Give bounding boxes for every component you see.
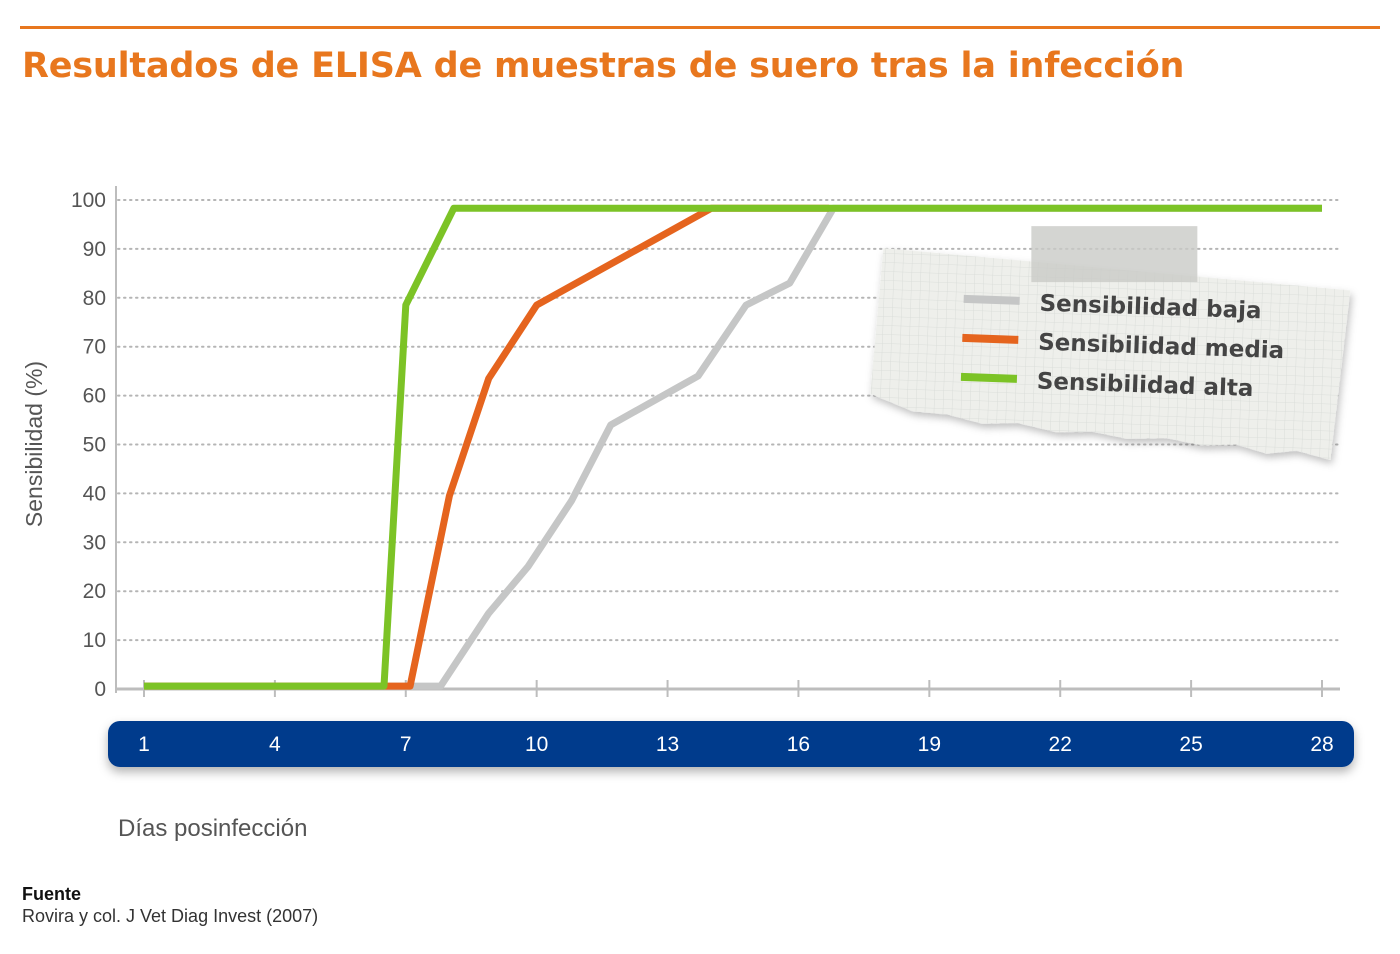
source-citation: Rovira y col. J Vet Diag Invest (2007) <box>22 906 319 926</box>
x-axis-band <box>108 721 1354 767</box>
y-tick-label: 60 <box>83 385 106 408</box>
y-tick-label: 10 <box>83 629 106 652</box>
x-tick-label: 7 <box>400 733 412 756</box>
y-tick-label: 20 <box>83 580 106 603</box>
legend-swatch-3 <box>960 372 1018 383</box>
line-chart: 0 10 20 30 40 50 60 70 80 90 100 1 4 7 10 13 16 19 22 25 28 D… <box>21 186 1354 842</box>
series-lines <box>144 204 1322 690</box>
y-tick-label: 30 <box>83 531 106 554</box>
y-tick-label: 100 <box>71 189 106 212</box>
y-tick-label: 80 <box>83 287 106 310</box>
x-tick-label: 16 <box>787 733 810 756</box>
x-tick-label: 22 <box>1049 733 1072 756</box>
source-label: Fuente <box>22 884 82 904</box>
x-axis-title: Días posinfección <box>118 815 307 842</box>
gridlines <box>117 199 1339 642</box>
x-tick-label: 1 <box>138 733 150 756</box>
legend-swatch-1 <box>963 294 1020 305</box>
y-tick-label: 50 <box>83 434 106 457</box>
chart-title: Resultados de ELISA de muestras de suero… <box>22 46 1185 86</box>
series-line-1 <box>144 204 1322 690</box>
y-tick-label: 40 <box>83 482 106 505</box>
x-tick-label: 10 <box>525 733 548 756</box>
y-tick-label: 0 <box>94 678 106 701</box>
y-tick-label: 90 <box>83 238 106 261</box>
x-tick-label: 28 <box>1310 733 1333 756</box>
x-tick-label: 25 <box>1179 733 1202 756</box>
axes: 0 10 20 30 40 50 60 70 80 90 100 1 4 7 10 13 16 19 22 25 28 D… <box>21 186 1354 842</box>
y-axis-title: Sensibilidad (%) <box>21 361 47 527</box>
x-tick-label: 4 <box>269 733 281 756</box>
legend-tape <box>1031 226 1198 283</box>
top-rule <box>20 26 1380 29</box>
legend-swatch-2 <box>962 333 1019 344</box>
series-line-3 <box>144 204 1322 690</box>
x-tick-label: 19 <box>918 733 941 756</box>
y-tick-label: 70 <box>83 336 106 359</box>
x-tick-label: 13 <box>656 733 679 756</box>
